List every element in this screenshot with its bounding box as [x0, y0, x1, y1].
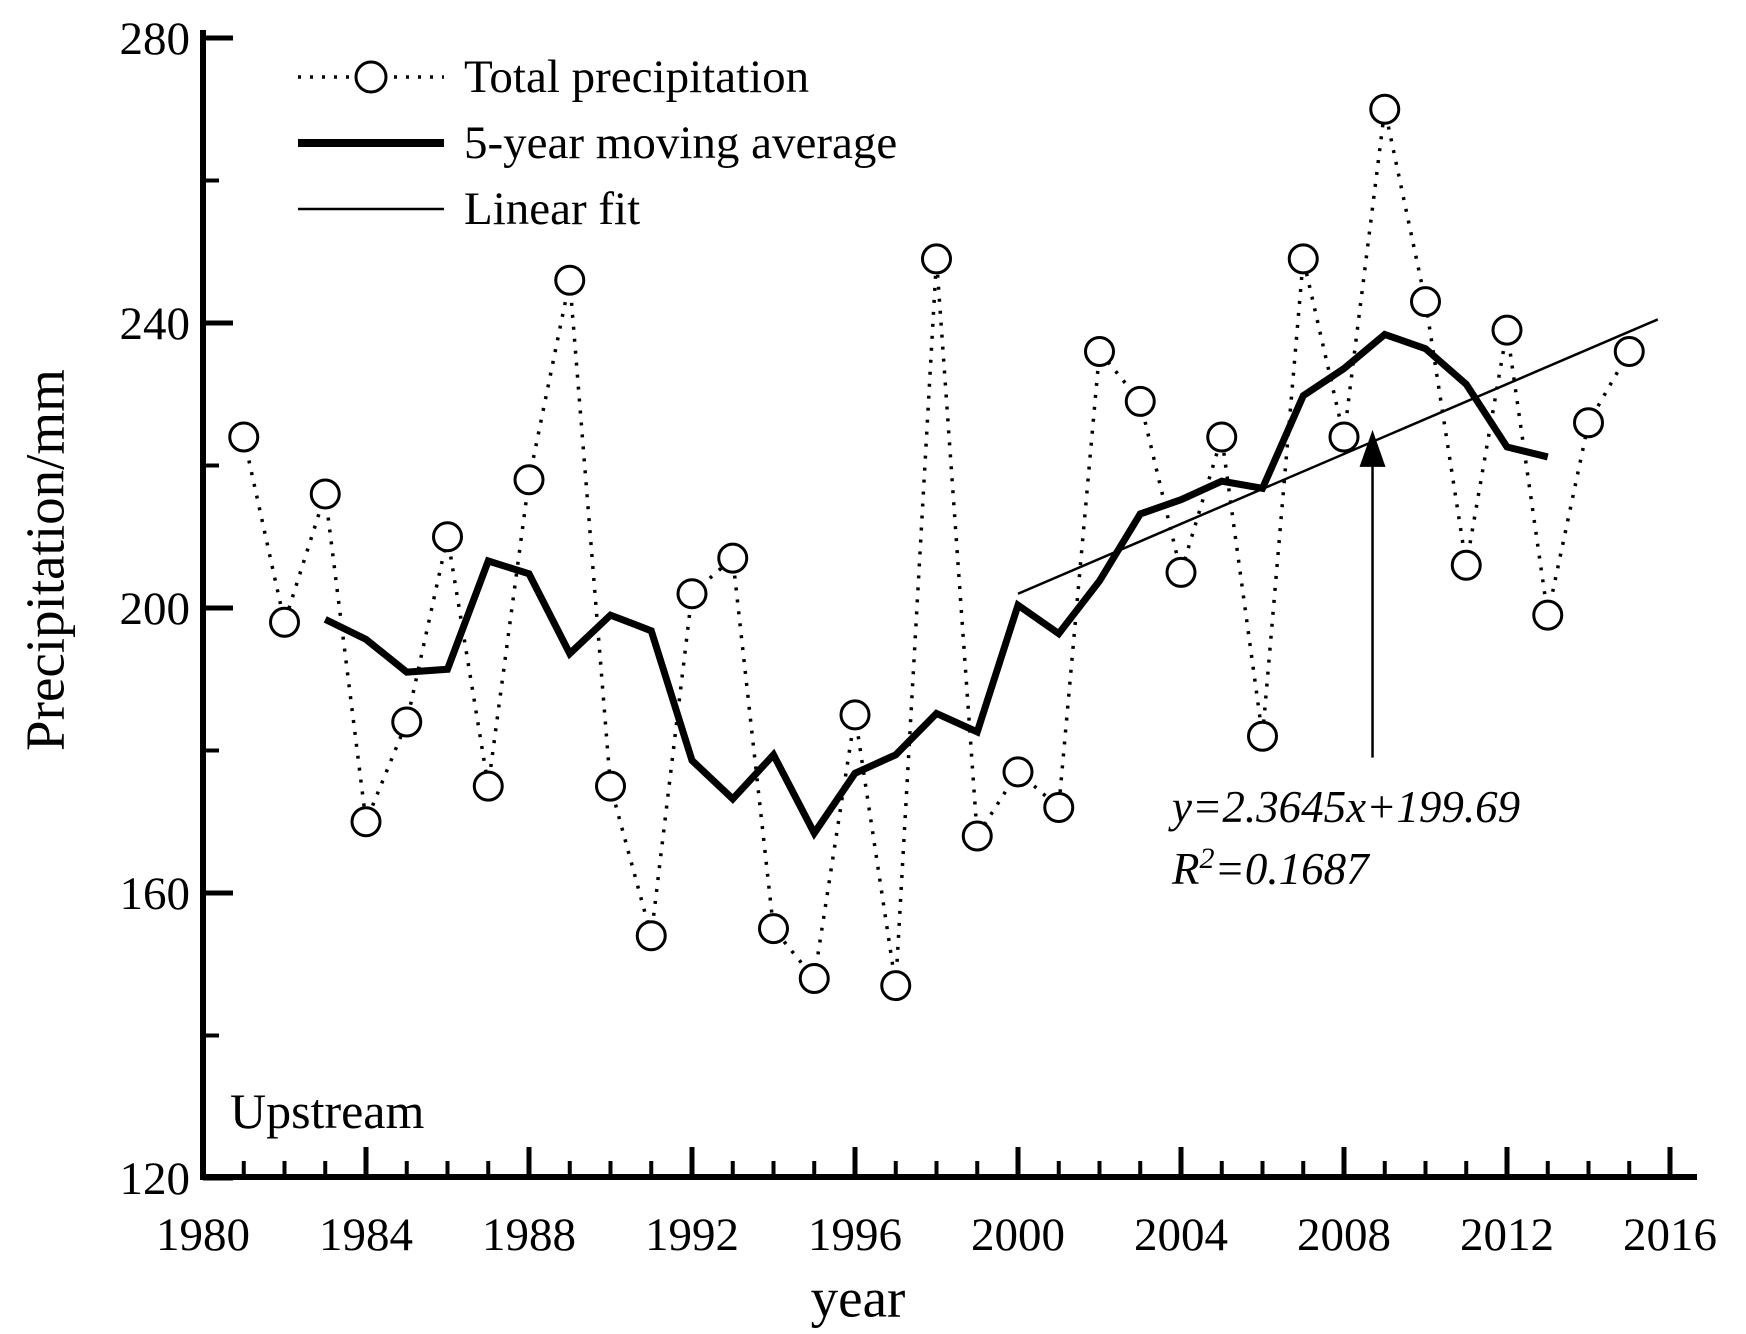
data-point — [228, 421, 260, 453]
x-tick-label: 2008 — [1297, 1209, 1391, 1261]
thin-line-icon — [298, 207, 444, 211]
x-tick-label: 2004 — [1134, 1209, 1228, 1261]
annotation-arrow-head — [1359, 429, 1386, 467]
upstream-label: Upstream — [230, 1083, 425, 1139]
data-point — [921, 243, 952, 275]
x-tick-label: 2016 — [1623, 1209, 1717, 1261]
fit-annotation: y=2.3645x+199.69 R2=0.1687 — [1172, 776, 1520, 900]
data-point — [1532, 599, 1564, 631]
data-point — [1247, 720, 1278, 752]
fit-equation: y=2.3645x+199.69 — [1172, 782, 1521, 832]
x-tick-label: 1992 — [645, 1209, 739, 1261]
data-point — [1287, 243, 1319, 275]
linear-fit-line — [1017, 318, 1659, 595]
data-point — [635, 920, 667, 952]
data-point — [350, 806, 382, 838]
x-tick-label: 2012 — [1460, 1209, 1554, 1261]
data-point — [1491, 314, 1523, 346]
y-tick-label: 120 — [120, 1153, 191, 1205]
data-point — [1002, 756, 1034, 788]
data-point — [1573, 407, 1604, 439]
moving-average-line — [323, 330, 1549, 840]
data-point — [269, 606, 300, 638]
dotted-line-circle-icon — [298, 60, 444, 94]
data-point — [1206, 421, 1238, 453]
x-tick-label: 1980 — [156, 1209, 250, 1261]
data-point — [1084, 336, 1115, 367]
data-point — [513, 464, 545, 496]
data-point — [472, 770, 504, 802]
fit-r-squared: R2=0.1687 — [1172, 842, 1369, 895]
data-point — [758, 913, 789, 945]
data-point — [1613, 336, 1645, 367]
data-point — [391, 706, 423, 738]
x-axis-title: year — [810, 1267, 906, 1329]
y-axis-title: Precipitation/mm — [14, 369, 76, 751]
y-tick-label: 200 — [120, 583, 191, 635]
data-point — [676, 578, 708, 610]
x-tick-label: 1996 — [808, 1209, 902, 1261]
legend-item-moving-average: 5-year moving average — [296, 114, 897, 172]
data-point — [880, 970, 912, 1002]
data-point — [1328, 421, 1360, 453]
data-point — [554, 264, 586, 296]
data-point — [798, 963, 830, 994]
x-tick-label: 1984 — [319, 1209, 413, 1261]
x-tick-label: 2000 — [971, 1209, 1065, 1261]
data-point — [1043, 792, 1075, 823]
y-tick-label: 160 — [120, 868, 191, 920]
data-point — [309, 478, 341, 510]
data-point — [1410, 286, 1441, 318]
legend-item-total-precipitation: Total precipitation — [296, 48, 809, 106]
legend-label: 5-year moving average — [464, 117, 898, 169]
y-tick-label: 240 — [120, 298, 191, 350]
x-tick-label: 1988 — [482, 1209, 576, 1261]
y-tick-label: 280 — [120, 13, 191, 65]
data-point — [1450, 549, 1482, 581]
data-point — [1165, 556, 1197, 588]
legend-label: Linear fit — [464, 183, 641, 235]
legend-item-linear-fit: Linear fit — [296, 180, 640, 238]
data-point — [432, 521, 463, 553]
data-point — [839, 699, 871, 731]
data-point — [1369, 93, 1401, 125]
data-point — [595, 770, 626, 802]
legend-label: Total precipitation — [464, 51, 810, 103]
thick-line-icon — [298, 139, 444, 147]
data-point — [1124, 385, 1156, 417]
data-point — [717, 542, 749, 574]
data-point — [961, 820, 993, 852]
